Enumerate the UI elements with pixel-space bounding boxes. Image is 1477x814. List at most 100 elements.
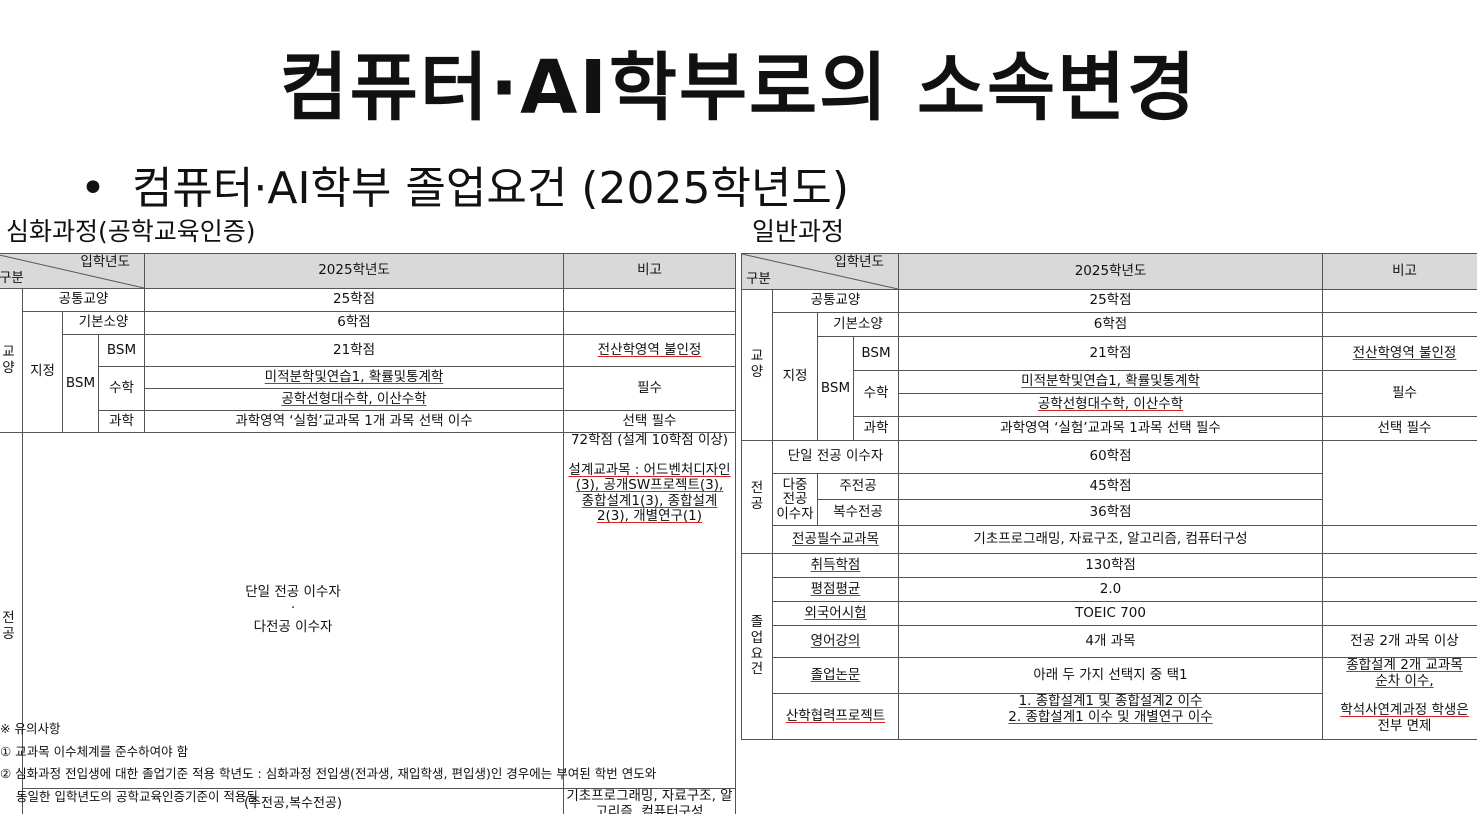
advanced-course-table: 입학년도 구분 2025학년도 비고 교 양 공통교양 25학점 지정 기본소양…: [0, 253, 736, 814]
group-major: 전 공: [741, 440, 773, 554]
graduation-note-4: 전부 면제: [1377, 717, 1432, 734]
industry-project-label: 산학협력프로젝트: [772, 693, 899, 740]
bsm-note: 전산학영역 불인정: [563, 334, 736, 367]
math-courses-2: 공학선형대수학, 이산수학: [144, 388, 564, 411]
math-courses-1: 미적분학및연습1, 확률및통계학: [898, 370, 1323, 394]
basic-literacy-label: 기본소양: [817, 312, 899, 337]
major-label: 단일 전공 이수자 · 다전공 이수자: [22, 431, 564, 790]
major-label-4: (주전공,복수전공): [22, 788, 564, 814]
header-category-label: 구분: [746, 271, 771, 288]
header-year-label: 입학년도: [80, 254, 130, 270]
language-test-note: [1322, 601, 1477, 626]
graduation-note-2: 순차 이수,: [1375, 672, 1434, 689]
major-required-label: 전공필수교과목: [772, 525, 899, 554]
math-courses-1: 미적분학및연습1, 확률및통계학: [144, 366, 564, 389]
double-major-value: 36학점: [898, 499, 1323, 526]
major-credits-value: 72학점 (설계 10학점 이상) 설계교과목 : 어드벤처디자인(3), 공개…: [563, 431, 736, 790]
major-label-2: ·: [290, 599, 296, 616]
english-course-value: 4개 과목: [898, 625, 1323, 658]
math-note: 필수: [563, 366, 736, 411]
basic-literacy-value: 6학점: [898, 312, 1323, 337]
common-education-note: [563, 288, 736, 312]
header-category-label: 구분: [0, 270, 24, 287]
science-label: 과학: [98, 410, 145, 433]
section-heading: • 컴퓨터·AI학부 졸업요건 (2025학년도): [80, 152, 849, 216]
english-course-note: 전공 2개 과목 이상: [1322, 625, 1477, 658]
science-note: 선택 필수: [563, 410, 736, 433]
gpa-note: [1322, 577, 1477, 602]
thesis-label: 졸업논문: [772, 657, 899, 694]
english-course-label: 영어강의: [772, 625, 899, 658]
common-education-note: [1322, 289, 1477, 313]
notes: ※ 유의사항 ① 교과목 이수체계를 준수하여야 함 ② 심화과정 전입생에 대…: [0, 718, 656, 808]
header-year-column: 2025학년도: [144, 253, 564, 289]
note-1: ① 교과목 이수체계를 준수하여야 함: [0, 743, 189, 759]
page-title: 컴퓨터·AI학부로의 소속변경: [279, 45, 1198, 131]
designated-label: 지정: [22, 311, 63, 433]
main-major-value: 45학점: [898, 473, 1323, 500]
bsm-label: BSM: [98, 334, 145, 367]
common-education-value: 25학점: [898, 289, 1323, 313]
major-label-1: 단일 전공 이수자: [245, 584, 341, 601]
basic-literacy-note: [563, 311, 736, 335]
header-year-label: 입학년도: [834, 254, 884, 270]
header-note-column: 비고: [563, 253, 736, 289]
math-courses-2: 공학선형대수학, 이산수학: [898, 393, 1323, 417]
group-general-education: 교 양: [741, 289, 773, 441]
header-note-column: 비고: [1322, 253, 1477, 290]
basic-literacy-value: 6학점: [144, 311, 564, 335]
section-heading-text: 컴퓨터·AI학부 졸업요건 (2025학년도): [131, 163, 850, 214]
left-table-title: 심화과정(공학교육인증): [6, 217, 256, 246]
common-education-label: 공통교양: [772, 289, 899, 313]
science-note: 선택 필수: [1322, 416, 1477, 441]
bsm-label: BSM: [853, 336, 899, 371]
industry-option-1: 1. 종합설계1 및 종합설계2 이수: [1018, 693, 1203, 709]
bsm-group-label: BSM: [62, 334, 99, 433]
major-note: [1322, 440, 1477, 526]
main-major-label: 주전공: [817, 473, 899, 500]
graduation-note-1: 종합설계 2개 교과목: [1346, 657, 1463, 673]
right-table-title: 일반과정: [752, 217, 845, 246]
common-education-value: 25학점: [144, 288, 564, 312]
bsm-value: 21학점: [144, 334, 564, 367]
common-education-label: 공통교양: [22, 288, 145, 312]
bsm-value: 21학점: [898, 336, 1323, 371]
major-required-value: 기초프로그래밍, 자료구조, 알고리즘, 컴퓨터구성: [898, 525, 1323, 554]
header-corner: 입학년도 구분: [741, 253, 899, 290]
science-value: 과학영역 ‘실험’교과목 1개 과목 선택 이수: [144, 410, 564, 433]
group-general-education: 교 양: [0, 288, 23, 433]
group-graduation: 졸 업 요 건: [741, 553, 773, 740]
graduation-note-3: 학석사연계과정 학생은: [1340, 702, 1469, 719]
major-required-value: 기초프로그래밍, 자료구조, 알고리즘, 컴퓨터구성: [563, 788, 736, 814]
gpa-value: 2.0: [898, 577, 1323, 602]
basic-literacy-label: 기본소양: [62, 311, 145, 335]
math-label: 수학: [853, 370, 899, 417]
designated-label: 지정: [772, 312, 818, 441]
industry-option-2: 2. 종합설계1 이수 및 개별연구 이수: [1008, 708, 1213, 725]
notes-heading: ※ 유의사항: [0, 721, 61, 736]
math-label: 수학: [98, 366, 145, 411]
header-corner: 입학년도 구분: [0, 253, 145, 289]
double-major-label: 복수전공: [817, 499, 899, 526]
single-major-label: 단일 전공 이수자: [772, 440, 899, 474]
math-note: 필수: [1322, 370, 1477, 417]
multi-major-label: 다중 전공 이수자: [772, 473, 818, 526]
credits-label: 취득학점: [772, 553, 899, 578]
major-label-3: 다전공 이수자: [253, 619, 333, 636]
major-credits-3: 종합설계1(3), 종합설계2(3), 개별연구(1): [581, 492, 718, 525]
general-course-table: 입학년도 구분 2025학년도 비고 교 양 공통교양 25학점 지정 기본소양…: [741, 253, 1477, 740]
header-year-column: 2025학년도: [898, 253, 1323, 290]
single-major-value: 60학점: [898, 440, 1323, 474]
basic-literacy-note: [1322, 312, 1477, 337]
note-2-continued: 동일한 입학년도의 공학교육인증기준이 적용됨: [16, 788, 258, 804]
graduation-note: 종합설계 2개 교과목 순차 이수, 학석사연계과정 학생은 전부 면제: [1322, 657, 1477, 740]
bsm-group-label: BSM: [817, 336, 854, 441]
credits-note: [1322, 553, 1477, 578]
major-credits-1: 72학점 (설계 10학점 이상): [570, 432, 729, 448]
language-test-value: TOEIC 700: [898, 601, 1323, 626]
major-required-note: [1322, 525, 1477, 554]
gpa-label: 평점평균: [772, 577, 899, 602]
science-label: 과학: [853, 416, 899, 441]
bsm-note: 전산학영역 불인정: [1322, 336, 1477, 371]
major-credits-2: 설계교과목 : 어드벤처디자인(3), 공개SW프로젝트(3),: [568, 461, 731, 494]
